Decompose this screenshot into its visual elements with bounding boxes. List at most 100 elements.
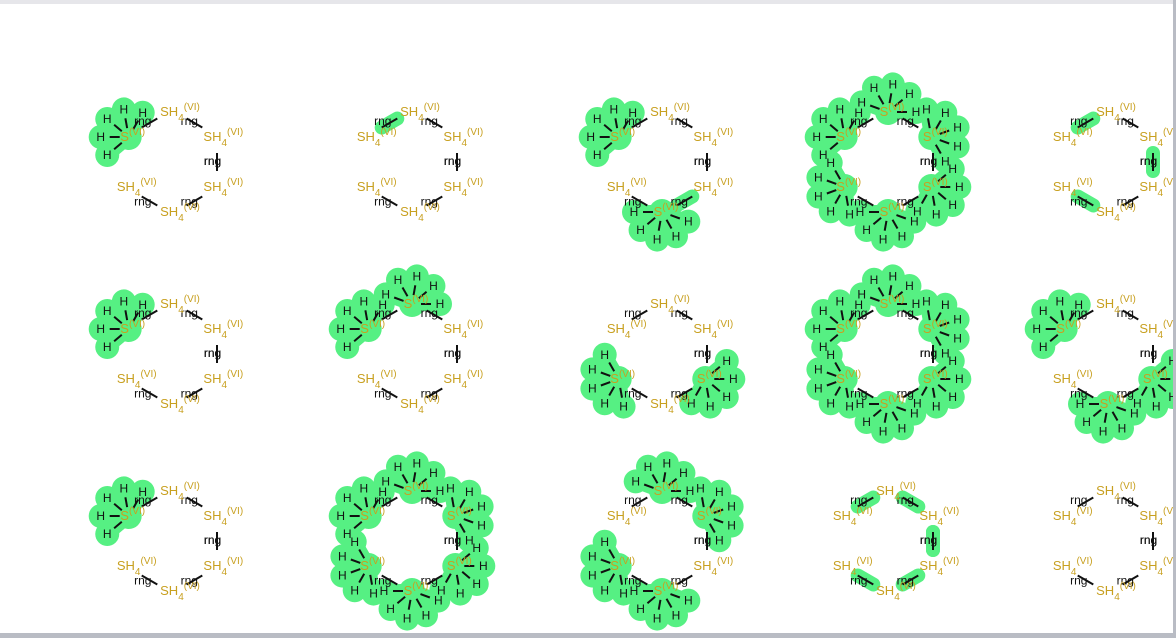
hydrogen-atom: H — [1118, 421, 1127, 435]
sh4-group: SH4(VI) — [919, 556, 959, 578]
hydrogen-atom: H — [672, 608, 681, 622]
s-h-bond — [113, 521, 123, 529]
s-h-bond — [670, 593, 681, 599]
label-layer: rngrngrngrngrngrngSH4(VI)SH4(VI)SH4(VI)S… — [1053, 481, 1176, 603]
hydrogen-highlight — [688, 476, 713, 501]
hydrogen-atom: H — [103, 527, 112, 541]
s-h-bond — [1060, 310, 1065, 321]
vertical-scrollbar[interactable] — [1173, 0, 1176, 638]
ring-label: rng — [444, 346, 461, 360]
hydrogen-highlight — [378, 596, 403, 621]
ring-label: rng — [1117, 386, 1134, 400]
hydrogen-highlight — [940, 157, 965, 182]
hydrogen-atom: H — [343, 340, 352, 354]
bond-layer — [1077, 496, 1154, 586]
hydrogen-highlight — [361, 581, 386, 606]
ring-label: rng — [1140, 533, 1157, 547]
ring-bond — [857, 387, 874, 399]
horizontal-scrollbar[interactable] — [0, 633, 1176, 638]
hydrogen-highlight — [827, 97, 852, 122]
s-h-bond — [937, 174, 947, 182]
hydrogen-highlight — [854, 409, 879, 434]
s-h-bond — [670, 214, 681, 220]
bond-layer — [349, 285, 458, 399]
ring-bond — [631, 195, 648, 207]
s-h-bond — [372, 312, 380, 322]
sulfur-atom: S(VI) — [120, 506, 145, 523]
hydrogen-highlight — [679, 391, 704, 416]
ring-label: rng — [897, 114, 914, 128]
ring-label: rng — [1117, 306, 1134, 320]
s-h-bond — [829, 124, 839, 132]
hydrogen-atom: H — [336, 322, 345, 336]
hydrogen-atom: H — [953, 121, 962, 135]
sh4-group: SH4(VI) — [1096, 294, 1136, 316]
s-h-bond — [848, 312, 856, 322]
ring-label: rng — [444, 533, 461, 547]
ring-label: rng — [624, 386, 641, 400]
sulfur-atom: S(VI) — [880, 394, 905, 411]
hydrogen-atom: H — [948, 354, 957, 368]
s-h-bond — [840, 310, 845, 321]
hydrogen-atom: H — [955, 372, 964, 386]
ring-label: rng — [624, 573, 641, 587]
hydrogen-atom: H — [955, 180, 964, 194]
hydrogen-atom: H — [845, 400, 854, 414]
ring-bond — [1122, 309, 1139, 321]
ring-label: rng — [444, 154, 461, 168]
ring-label: rng — [134, 573, 151, 587]
hydrogen-highlight — [854, 217, 879, 242]
ring-bond — [631, 496, 648, 508]
bond-layer — [600, 472, 724, 610]
s-h-bond — [662, 472, 667, 483]
hydrogen-highlight — [578, 125, 603, 149]
hydrogen-highlight — [914, 289, 939, 314]
sh4-group: SH4(VI) — [1139, 556, 1176, 578]
sh4-group: SH4(VI) — [203, 506, 243, 528]
hydrogen-highlight — [947, 367, 972, 391]
hydrogen-highlight — [111, 476, 136, 501]
hydrogen-highlight — [664, 224, 688, 249]
hydrogen-atom: H — [953, 332, 962, 346]
hydrogen-highlight — [620, 100, 645, 125]
s-h-bond — [401, 287, 409, 297]
hydrogen-atom: H — [913, 396, 922, 410]
hydrogen-atom: H — [862, 223, 871, 237]
s-h-bond — [364, 310, 369, 321]
sulfur-atom: S(VI) — [836, 177, 861, 194]
s-h-bond — [393, 483, 404, 489]
s-h-bond — [872, 217, 882, 225]
s-h-bond — [896, 406, 907, 412]
sulfur-atom: S(VI) — [120, 127, 145, 144]
s-h-bond — [353, 334, 363, 342]
bond-layer — [857, 496, 934, 586]
s-h-bond — [113, 124, 123, 132]
hydrogen-highlight — [719, 494, 744, 519]
sulfur-atom: S(VI) — [923, 177, 948, 194]
sulfur-atom: S(VI) — [360, 319, 385, 336]
s-h-bond — [937, 192, 947, 200]
s-h-bond — [1157, 366, 1167, 374]
sulfur-atom: S(VI) — [836, 369, 861, 386]
sh4-group: SH4(VI) — [160, 202, 200, 224]
hydrogen-atom: H — [588, 550, 597, 564]
hydrogen-atom: H — [588, 363, 597, 377]
sh4-group: SH4(VI) — [919, 506, 959, 528]
s-h-bond — [826, 179, 837, 185]
hydrogen-atom: H — [826, 396, 835, 410]
hydrogen-atom: H — [472, 577, 481, 591]
hydrogen-highlight — [897, 274, 922, 299]
hydrogen-atom: H — [96, 509, 105, 523]
s-h-bond — [124, 310, 129, 321]
hydrogen-atom: H — [96, 322, 105, 336]
ring-label: rng — [444, 154, 461, 168]
ring-label: rng — [850, 493, 867, 507]
s-h-bond — [619, 387, 623, 398]
sh4-group: SH4(VI) — [1053, 127, 1093, 149]
hydrogen-atom: H — [663, 457, 672, 471]
s-h-bond — [713, 508, 724, 514]
s-h-bond — [358, 549, 366, 559]
